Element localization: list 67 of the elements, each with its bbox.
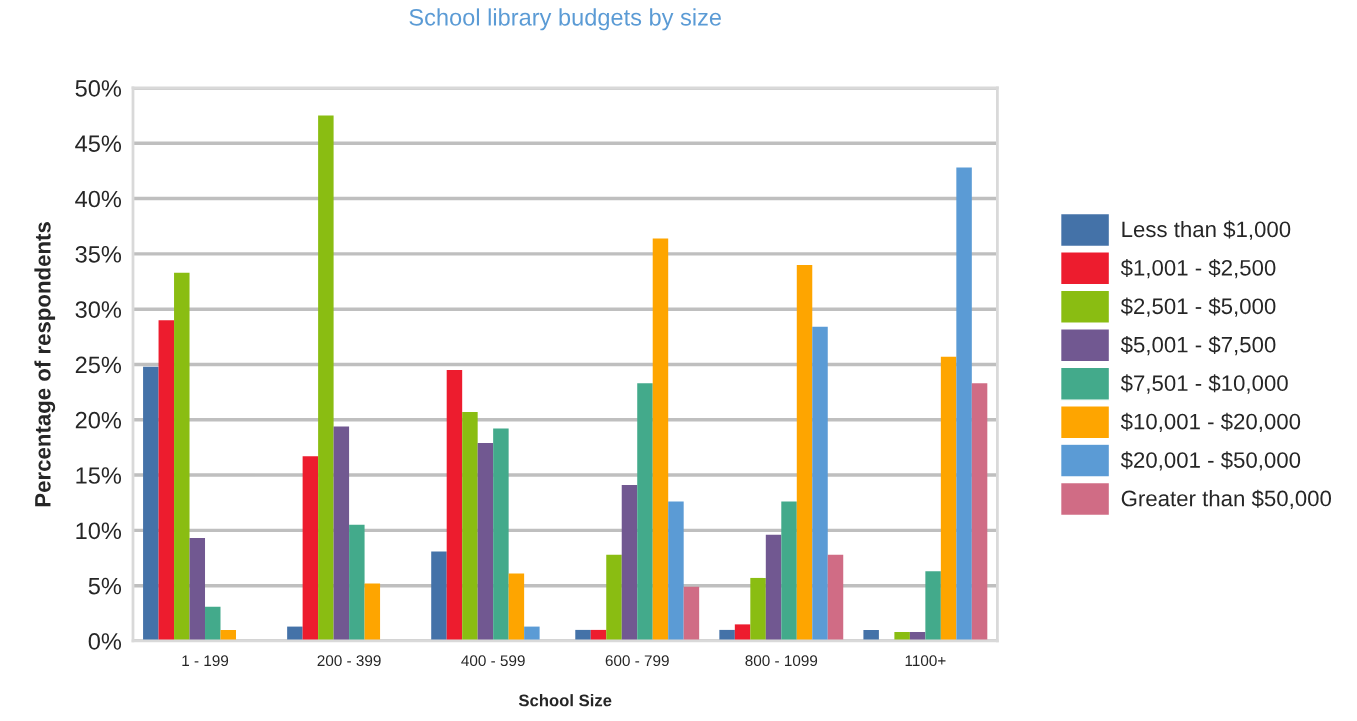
bar <box>205 606 221 641</box>
y-tick-label: 5% <box>88 577 122 595</box>
bar <box>971 383 988 641</box>
legend-label: $1,001 - $2,500 <box>1120 259 1276 279</box>
x-tick-label: 200 - 399 <box>317 655 381 667</box>
bar <box>189 538 206 641</box>
bar <box>287 626 303 641</box>
bar <box>863 629 879 641</box>
legend-label: $10,001 - $20,000 <box>1120 412 1301 433</box>
bar <box>508 573 525 641</box>
bar <box>158 320 175 641</box>
bar <box>750 577 766 641</box>
y-tick-label: 50% <box>75 80 122 97</box>
legend-label: $20,001 - $50,000 <box>1120 451 1301 471</box>
bar <box>765 534 782 641</box>
bar <box>719 629 735 641</box>
legend-label: $7,501 - $10,000 <box>1120 374 1288 394</box>
bar <box>431 551 447 641</box>
bar <box>621 485 638 641</box>
y-tick-label: 30% <box>75 301 122 318</box>
bar <box>734 624 751 641</box>
bar <box>524 626 540 641</box>
y-tick-label: 40% <box>75 190 122 208</box>
y-tick-label: 45% <box>75 135 122 153</box>
y-tick-label: 0% <box>88 633 122 650</box>
y-tick-label: 20% <box>75 411 122 429</box>
bar <box>174 272 190 641</box>
x-tick-label: 600 - 799 <box>605 655 669 667</box>
bar <box>606 554 622 641</box>
bar <box>812 326 828 641</box>
legend-label: Greater than $50,000 <box>1121 489 1332 509</box>
y-axis-title: Percentage of respondents <box>34 222 56 507</box>
y-tick-label: 15% <box>76 467 122 484</box>
bar <box>575 629 591 641</box>
x-tick-label: 1 - 199 <box>182 655 229 667</box>
legend-label: $5,001 - $7,500 <box>1120 335 1276 356</box>
y-tick-label: 10% <box>76 522 122 540</box>
bar <box>333 426 350 641</box>
x-axis-title: School Size <box>518 694 612 707</box>
y-tick-label: 25% <box>75 356 122 374</box>
legend-label: $2,501 - $5,000 <box>1120 297 1276 317</box>
bar <box>652 238 669 641</box>
bar <box>446 370 463 641</box>
bar <box>462 412 478 641</box>
x-tick-label: 800 - 1099 <box>745 655 818 667</box>
bar <box>302 456 319 641</box>
bar <box>827 554 844 641</box>
bar <box>143 366 159 641</box>
bar <box>796 264 813 641</box>
bar <box>477 442 494 641</box>
bar <box>925 571 941 641</box>
bar <box>940 356 957 641</box>
bar <box>364 583 381 641</box>
chart-title: School library budgets by size <box>409 8 721 31</box>
bar <box>349 524 365 641</box>
x-tick-label: 1100+ <box>905 655 946 667</box>
bar <box>956 167 972 641</box>
bar <box>668 501 684 641</box>
bar <box>894 632 910 641</box>
bar <box>683 586 700 641</box>
bar <box>781 501 797 641</box>
bar <box>493 428 509 641</box>
bar <box>637 383 653 641</box>
x-tick-label: 400 - 599 <box>461 655 525 667</box>
legend-label: Less than $1,000 <box>1122 220 1291 240</box>
bar <box>318 115 334 641</box>
y-tick-label: 35% <box>75 245 122 263</box>
